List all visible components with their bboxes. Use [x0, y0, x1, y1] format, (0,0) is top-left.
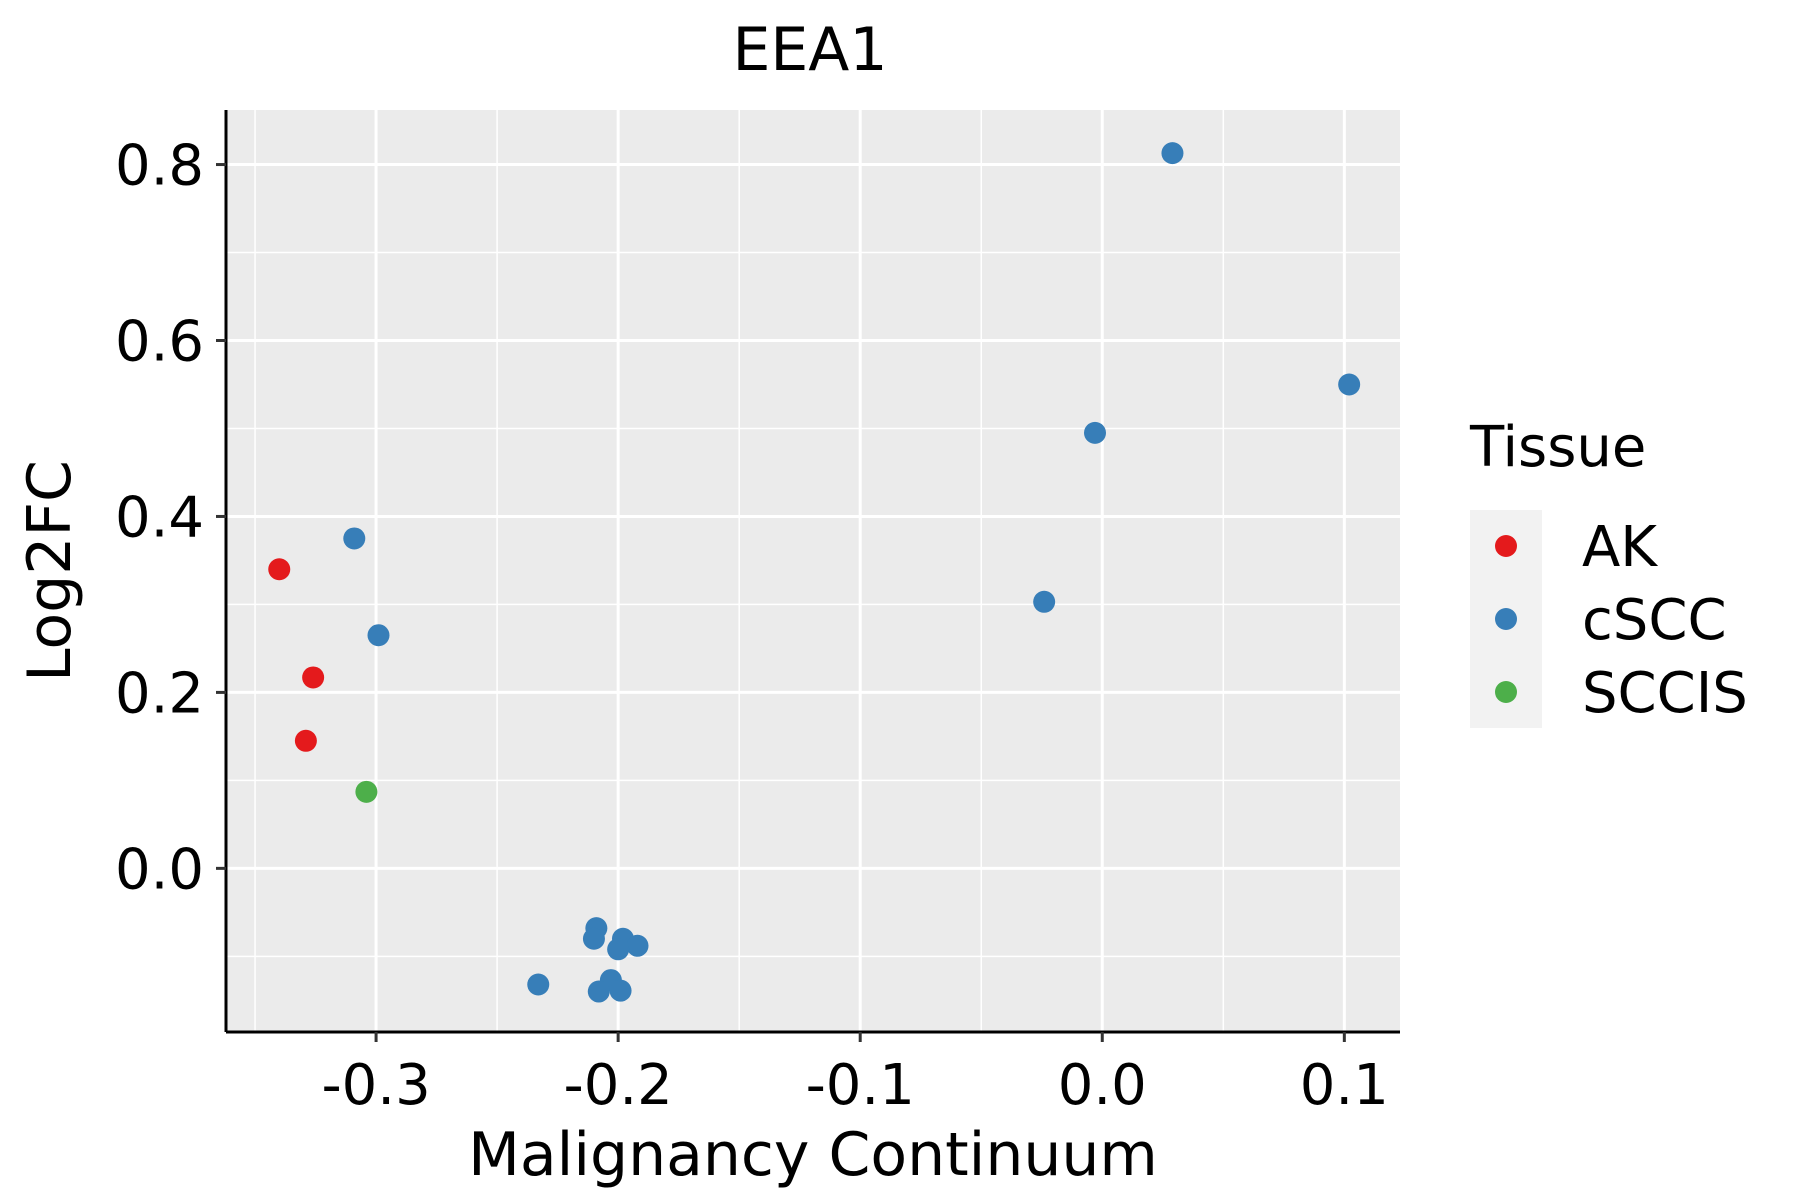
legend-key-ak: [1495, 535, 1517, 557]
x-tick-label: -0.3: [321, 1053, 430, 1118]
data-point-cscc: [1161, 142, 1184, 165]
legend-label-sccis: SCCIS: [1582, 661, 1748, 726]
x-axis-ticks: -0.3 -0.2 -0.1 0.0 0.1: [321, 1032, 1389, 1118]
y-tick-label: 0.8: [115, 134, 204, 199]
data-point-cscc: [1084, 421, 1107, 444]
x-tick-label: 0.0: [1058, 1053, 1147, 1118]
legend-title: Tissue: [1469, 415, 1646, 480]
data-point-ak: [294, 729, 317, 752]
data-point-cscc: [607, 938, 630, 961]
x-tick-label: 0.1: [1300, 1053, 1389, 1118]
chart-title: EEA1: [732, 15, 887, 85]
y-tick-label: 0.6: [115, 310, 204, 375]
x-axis-title: Malignancy Continuum: [468, 1120, 1158, 1190]
data-point-cscc: [343, 527, 366, 550]
legend: Tissue AK cSCC SCCIS: [1469, 415, 1748, 728]
legend-label-cscc: cSCC: [1582, 588, 1727, 653]
y-axis-title: Log2FC: [15, 460, 85, 682]
data-point-cscc: [582, 927, 605, 950]
x-tick-label: -0.1: [806, 1053, 915, 1118]
minor-gridlines: [226, 110, 1400, 1032]
data-points: [268, 142, 1361, 1003]
legend-label-ak: AK: [1582, 515, 1658, 580]
y-axis-ticks: 0.0 0.2 0.4 0.6 0.8: [115, 134, 226, 902]
y-tick-label: 0.2: [115, 661, 204, 726]
data-point-cscc: [1033, 590, 1056, 613]
y-tick-label: 0.0: [115, 837, 204, 902]
data-point-cscc: [587, 980, 610, 1003]
major-gridlines: [226, 110, 1400, 1032]
legend-key-cscc: [1495, 608, 1517, 630]
y-tick-label: 0.4: [115, 485, 204, 550]
data-point-cscc: [527, 973, 550, 996]
x-tick-label: -0.2: [564, 1053, 673, 1118]
plot-panel: [226, 110, 1400, 1032]
data-point-sccis: [355, 780, 378, 803]
data-point-cscc: [609, 979, 632, 1002]
data-point-cscc: [626, 934, 649, 957]
data-point-ak: [268, 558, 291, 581]
data-point-cscc: [367, 624, 390, 647]
legend-key-sccis: [1495, 681, 1517, 703]
data-point-cscc: [1338, 373, 1361, 396]
data-point-ak: [302, 666, 325, 689]
